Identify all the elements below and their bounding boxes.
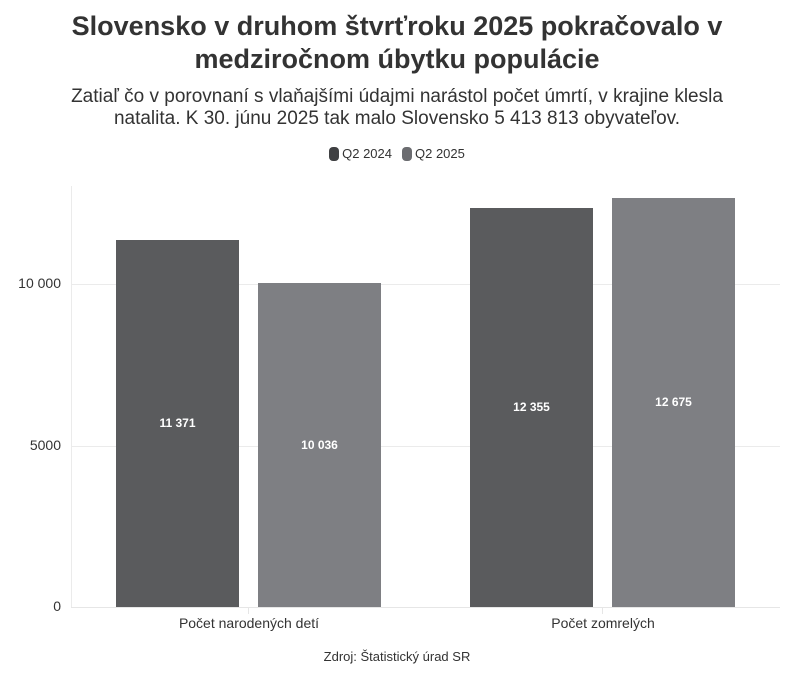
legend-item-q2-2024[interactable]: Q2 2024 [329,146,392,161]
legend-swatch-icon [329,146,340,161]
chart-subtitle-line2: natalita. K 30. júnu 2025 tak malo Slove… [113,108,681,129]
legend: Q2 2024 Q2 2025 [0,146,794,161]
bar-value-label: 10 036 [301,438,338,452]
legend-label: Q2 2025 [415,146,465,161]
legend-item-q2-2025[interactable]: Q2 2025 [402,146,465,161]
bar-births-q2-2024[interactable]: 11 371 [116,240,239,607]
x-tick [602,608,603,614]
y-tick-label: 0 [53,598,61,614]
legend-swatch-icon [402,146,412,161]
x-category-label-births: Počet narodených detí [178,615,320,631]
legend-label: Q2 2024 [342,146,392,161]
bar-value-label: 12 675 [655,395,692,409]
source-credit: Zdroj: Štatistický úrad SR [323,649,471,664]
bar-births-q2-2025[interactable]: 10 036 [258,283,381,607]
x-axis-line [71,607,780,608]
y-axis-line [71,186,72,608]
bar-deaths-q2-2024[interactable]: 12 355 [470,208,593,607]
chart-title: Slovensko v druhom štvrťroku 2025 pokrač… [0,10,794,76]
chart-subtitle-line1: Zatiaľ čo v porovnaní s vlaňajšími údajm… [71,86,723,107]
y-tick-label: 5000 [29,437,61,453]
gridline-10000 [71,284,780,285]
gridline-5000 [71,446,780,447]
bar-value-label: 12 355 [513,400,550,414]
chart-title-line2: medziročnom úbytku populácie [194,44,600,74]
chart-title-line1: Slovensko v druhom štvrťroku 2025 pokrač… [71,11,723,41]
x-tick [248,608,249,614]
chart-subtitle: Zatiaľ čo v porovnaní s vlaňajšími údajm… [20,86,774,130]
x-category-label-deaths: Počet zomrelých [551,615,655,631]
bar-deaths-q2-2025[interactable]: 12 675 [612,198,735,607]
y-tick-label: 10 000 [18,275,61,291]
bar-value-label: 11 371 [159,416,196,430]
